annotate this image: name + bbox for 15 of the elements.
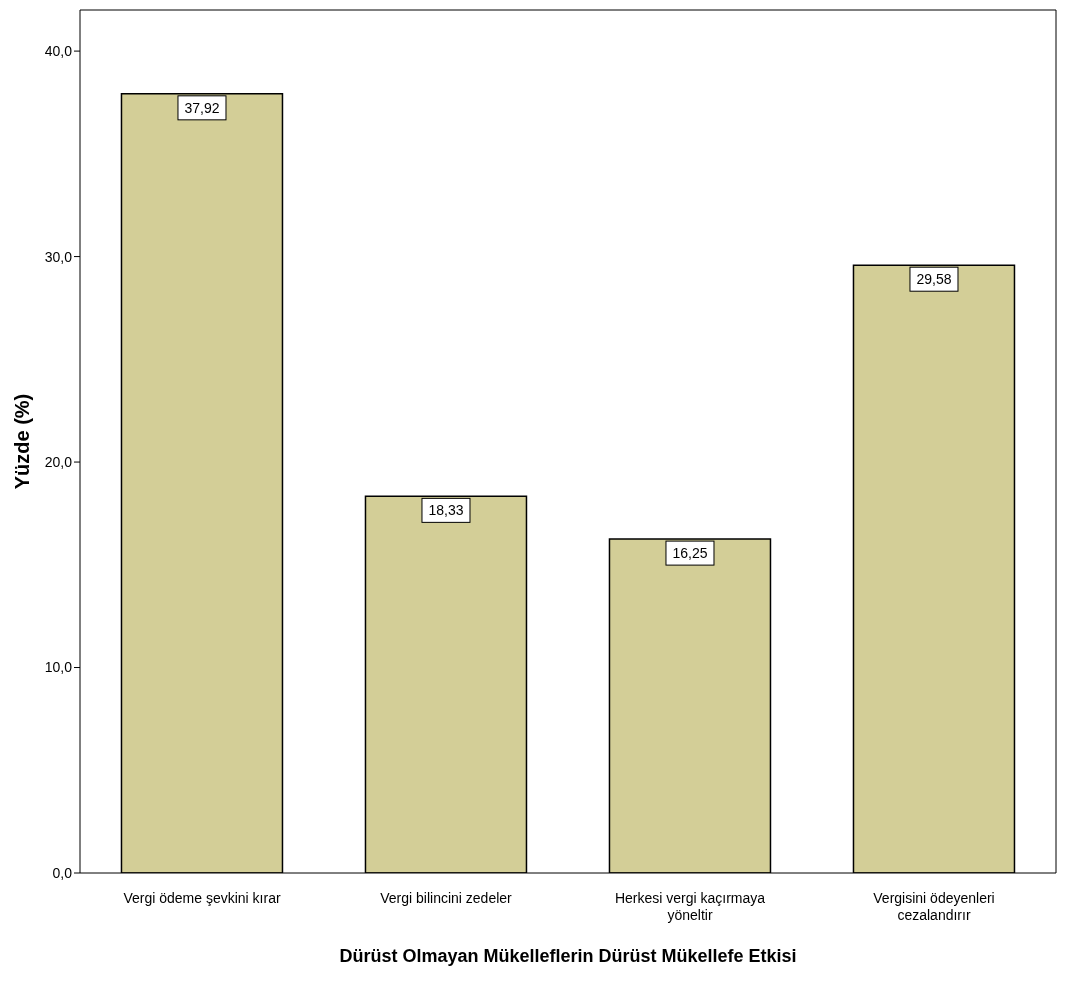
y-tick-label: 0,0 [52, 864, 73, 881]
data-label: 16,25 [672, 545, 708, 562]
y-tick-label: 10,0 [44, 659, 73, 676]
y-tick-label: 40,0 [44, 43, 73, 60]
x-tick-label: Herkesi vergi kaçırmaya yöneltir [614, 890, 766, 923]
y-axis-title: Yüzde (%) [11, 393, 34, 490]
x-tick-label: Vergi ödeme şevkini kırar [123, 890, 281, 906]
y-tick-label: 30,0 [44, 248, 73, 265]
x-tick-label: Vergisini ödeyenleri cezalandırır [873, 890, 995, 923]
x-axis-title: Dürüst Olmayan Mükelleflerin Dürüst Mükellefe Etkisi [339, 946, 797, 966]
x-tick-label: Vergi bilincini zedeler [380, 890, 513, 906]
data-label: 37,92 [184, 99, 220, 116]
data-label: 18,33 [428, 502, 464, 519]
y-tick-label: 20,0 [44, 454, 73, 471]
data-label: 29,58 [916, 271, 952, 288]
